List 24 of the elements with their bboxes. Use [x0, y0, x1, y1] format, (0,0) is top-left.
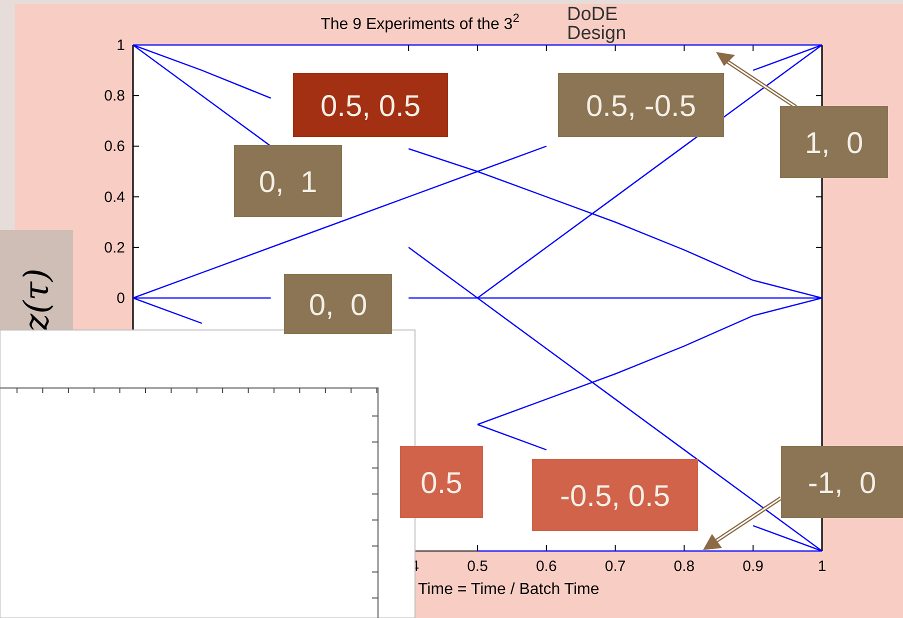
- annotation: 0.5, -0.5: [586, 90, 696, 123]
- text: DoDE Design: [567, 4, 626, 44]
- annotation: 1, 0: [804, 127, 864, 160]
- annotation: 0, 1: [258, 166, 318, 199]
- x-tick-label: 0.6: [536, 558, 557, 575]
- y-tick-label: 0: [116, 290, 125, 307]
- x-tick-label: 0.9: [742, 558, 764, 575]
- x-tick-label: 0.7: [604, 558, 626, 575]
- annotation: -1, 0: [808, 467, 876, 500]
- y-tick-label: 0.4: [104, 188, 125, 206]
- x-tick-label: 1: [818, 558, 826, 575]
- annotation: 0.5, 0.5: [320, 90, 421, 123]
- y-tick-label: 0.8: [104, 88, 125, 105]
- x-tick-label: 0.8: [674, 558, 695, 575]
- annotation: -0.5, 0.5: [560, 480, 670, 513]
- annotation: 0.5: [420, 467, 462, 500]
- y-tick-label: 0.6: [104, 138, 125, 156]
- annotation: 0, 0: [308, 289, 368, 322]
- chart-title: The 9 Experiments of the 3$^{2}$: [320, 11, 520, 33]
- y-tick-label: 1: [116, 37, 125, 54]
- y-tick-label: 0.2: [104, 239, 125, 256]
- x-axis-title: Time = Time / Batch Time: [418, 581, 600, 598]
- x-tick-label: 0.5: [467, 558, 488, 575]
- y-axis-title: z(τ): [17, 268, 57, 333]
